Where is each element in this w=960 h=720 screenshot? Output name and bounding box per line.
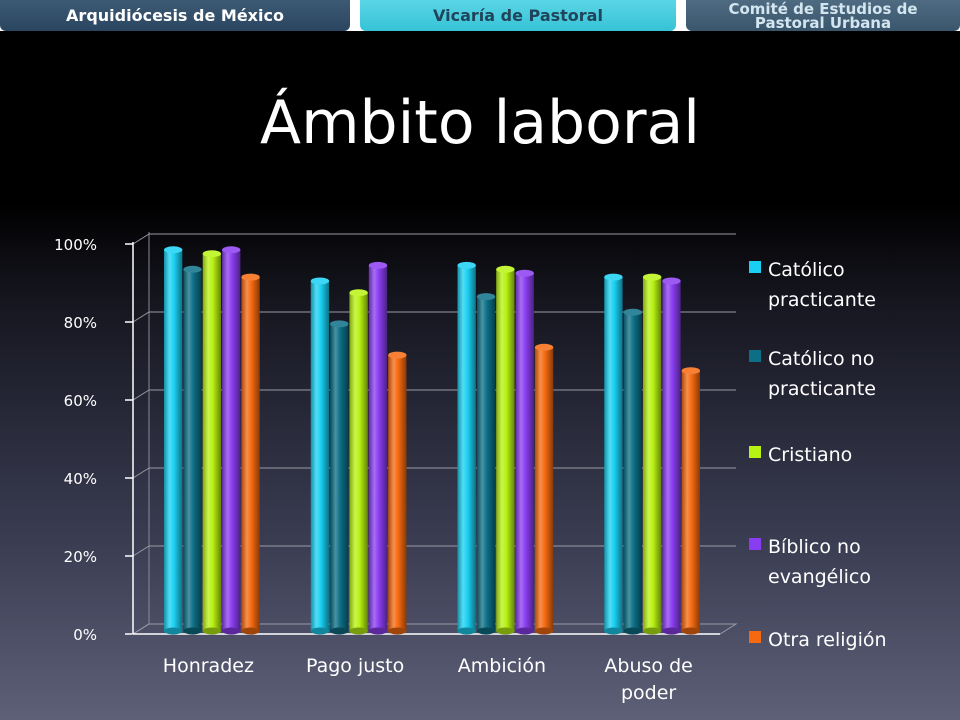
y-tick-label: 100% [54,236,97,254]
bar-body [310,281,330,631]
legend-swatch [749,261,761,273]
bar-top [241,273,260,281]
bar-body [604,277,623,631]
bar-body [388,355,407,631]
bar-top [388,351,407,359]
gridline-side [132,389,150,401]
legend-label: practicante [768,289,876,311]
bar-body [681,370,700,631]
tab-comite[interactable]: Comité de Estudios de Pastoral Urbana [686,0,960,31]
bar-body [330,323,349,631]
legend-label: practicante [768,378,876,400]
y-tick-label: 0% [73,626,97,644]
bar-top [330,320,349,328]
legend-swatch [749,538,761,550]
tab-arquidiocesis[interactable]: Arquidiócesis de México [0,0,350,31]
x-tick-label: poder [621,682,676,704]
bar-body [202,253,222,631]
bar-base [202,627,222,635]
bar-top [202,250,222,258]
bar-base [681,627,700,635]
y-tick-label: 20% [64,548,97,566]
bar-body [476,296,496,631]
bar-top [368,261,388,269]
bar-body [183,269,202,631]
gridline-side [132,467,150,479]
y-tick-label: 40% [64,470,97,488]
bar-top [681,367,700,375]
x-tick-label: Abuso de [604,655,692,677]
bar-top [349,289,368,297]
bar-base [623,627,642,635]
bar-body [457,265,476,631]
x-tick-label: Ambición [458,655,546,677]
bar-body [662,281,681,631]
bar-base [515,627,534,635]
bar-top [604,273,623,281]
bar-base [496,627,515,635]
gridline-side [132,233,150,245]
bar-top [476,293,496,301]
legend-swatch [749,446,761,458]
bar-top [642,273,662,281]
bar-body [623,312,642,631]
bar-base [164,627,183,635]
bar-top [515,269,534,277]
bar-base [476,627,496,635]
legend-label: Cristiano [768,444,852,466]
bar-body [515,273,534,631]
legend-swatch [749,350,761,362]
bar-base [183,627,202,635]
bar-top [164,246,183,254]
bar-top [534,343,554,351]
bar-body [241,277,260,631]
bar-base [534,627,554,635]
bar-body [534,347,554,631]
legend-label: Católico [768,259,845,281]
legend-label: Otra religión [768,629,887,651]
bar-base [310,627,330,635]
tab-vicaria[interactable]: Vicaría de Pastoral [360,0,676,31]
bar-base [368,627,388,635]
bar-base [388,627,407,635]
tab-comite-line2: Pastoral Urbana [754,13,892,32]
bar-body [368,265,388,631]
slide-title: Ámbito laboral [260,88,700,158]
bar-body [164,249,183,632]
tab-comite-line1: Comité de Estudios de [728,0,918,18]
bar-base [662,627,681,635]
bar-top [457,261,476,269]
bar-top [662,277,681,285]
bar-top [183,265,202,273]
header-bar: Arquidiócesis de México Vicaría de Pasto… [0,0,960,31]
bar-top [623,308,642,316]
x-tick-label: Honradez [163,655,254,677]
bar-base [642,627,662,635]
bar-base [330,627,349,635]
bar-body [222,249,241,632]
bar-base [241,627,260,635]
bar-top [222,246,241,254]
bar-base [604,627,623,635]
bar-top [496,265,515,273]
bar-top [310,277,330,285]
bar-body [496,269,515,631]
gridline-side [132,311,150,323]
legend-swatch [749,631,761,643]
y-tick-label: 80% [64,314,97,332]
legend-label: Católico no [768,348,874,370]
x-tick-label: Pago justo [306,655,404,677]
y-tick-label: 60% [64,392,97,410]
legend-label: evangélico [768,566,871,588]
bar-base [457,627,476,635]
bar-body [642,277,662,631]
legend-label: Bíblico no [768,536,861,558]
gridline-side [132,545,150,557]
bar-base [222,627,241,635]
bar-base [349,627,368,635]
bar-body [349,292,368,631]
